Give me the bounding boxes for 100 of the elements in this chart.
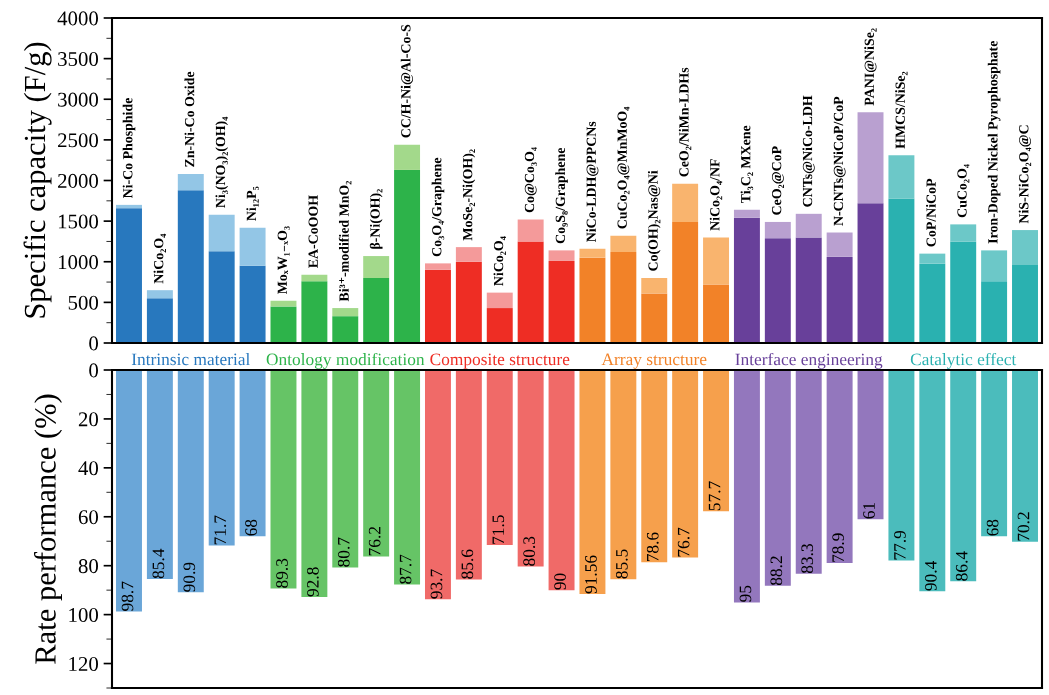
bar [1012, 370, 1038, 542]
bar [208, 251, 235, 343]
bar [239, 227, 266, 266]
y-tick-label: 2500 [58, 133, 99, 148]
bar [548, 260, 575, 343]
data-label: 61 [863, 502, 875, 519]
y-tick-label: 20 [78, 412, 99, 427]
y-tick-label: 0 [89, 336, 99, 351]
bar [517, 219, 544, 242]
bar [332, 370, 359, 568]
bar [981, 370, 1008, 537]
bar [177, 190, 204, 343]
x-tick-label: β-Ni(OH)₂ [369, 189, 383, 249]
data-label: 80.3 [523, 536, 536, 566]
bar [517, 370, 544, 567]
bar [795, 237, 822, 343]
bar [116, 204, 142, 209]
x-tick-label: Ni-Co Phosphide [122, 98, 136, 199]
data-label: 70.2 [1017, 512, 1030, 541]
y-axis-title: Rate performance (%) [33, 394, 62, 664]
x-tick-label: Co(OH)₂Nas@Ni [647, 170, 661, 271]
data-label: 88.2 [770, 556, 783, 586]
data-label: 80.7 [337, 537, 350, 567]
bar [981, 281, 1008, 343]
bar [363, 370, 390, 557]
bar [795, 370, 822, 574]
y-tick-label: 3000 [58, 92, 99, 107]
x-tick-label: Zn-Ni-Co Oxide [184, 71, 195, 167]
bar [610, 235, 637, 252]
bar [826, 232, 853, 257]
bar [764, 238, 791, 343]
bar [517, 241, 544, 343]
data-label: 86.4 [955, 551, 968, 581]
bar [888, 198, 915, 343]
bar [208, 214, 235, 252]
bar [116, 208, 142, 343]
y-tick-label: 1500 [58, 214, 99, 229]
data-label: 90 [554, 573, 566, 590]
y-tick-label: 80 [78, 559, 99, 574]
text: Array structure [601, 353, 707, 369]
x-tick-label: CoP/NiCoP [926, 178, 936, 247]
bar [888, 155, 915, 199]
data-label: 87.7 [399, 554, 412, 584]
y-tick-label: 100 [69, 607, 99, 623]
bar [610, 370, 637, 580]
bar [486, 292, 513, 309]
bar [486, 370, 513, 545]
bar [455, 261, 482, 343]
data-label: 92.8 [307, 567, 319, 597]
bar [363, 278, 390, 343]
bar [239, 265, 266, 343]
bar [208, 370, 235, 546]
x-tick-label: Co₃O₄/Graphene [431, 157, 445, 257]
data-label: 68 [986, 519, 999, 536]
x-tick-label: N-CNTs@NiCoP/CoP [833, 96, 846, 226]
y-tick-label: 40 [78, 461, 99, 476]
y-tick-label: 500 [68, 295, 99, 310]
bar [733, 217, 760, 343]
data-label: 98.7 [121, 581, 134, 611]
x-tick-label: Bi³⁺-modified MnO₂ [338, 180, 352, 302]
bar [579, 370, 606, 594]
bar [950, 241, 977, 343]
y-axis-title: Specific capacity (F/g) [23, 42, 52, 318]
bar [641, 370, 668, 563]
text: Composite structure [430, 353, 570, 369]
bar [424, 370, 451, 600]
data-label: 71.7 [214, 515, 227, 545]
bar [826, 370, 853, 563]
bar [394, 169, 421, 343]
x-tick-label: NiCo₂O₄ [153, 233, 167, 284]
x-tick-label: NiCo-LDH@PPCNs [586, 121, 599, 242]
bar [239, 370, 266, 537]
data-label: 95 [739, 585, 752, 602]
data-label: 78.6 [646, 532, 659, 562]
bar [919, 263, 946, 343]
y-tick-label: 2000 [58, 173, 99, 188]
bar [826, 256, 853, 343]
bar [764, 370, 791, 586]
bar [116, 370, 142, 612]
bar [950, 224, 977, 242]
y-tick-label: 1000 [58, 255, 99, 270]
bar [610, 252, 637, 343]
data-label: 90.9 [183, 562, 196, 592]
bar [394, 144, 421, 170]
bar [424, 269, 451, 343]
bar [455, 247, 482, 262]
x-tick-label: Ni₁₂P₅ [246, 186, 259, 221]
x-tick-label: MoSe₂-Ni(OH)₂ [462, 149, 476, 241]
bar [579, 248, 606, 258]
x-tick-label: NiS-NiCo₂O₄@C [1018, 125, 1032, 224]
x-tick-label: Iron-Doped Nickel Pyrophosphate [987, 41, 1001, 244]
data-label: 77.9 [894, 530, 906, 560]
bar [919, 370, 946, 592]
text: Intrinsic material [131, 353, 250, 366]
data-label: 85.6 [461, 549, 474, 579]
bar [548, 370, 575, 591]
bar [733, 209, 760, 218]
text: Ontology modification [266, 352, 425, 369]
data-label: 89.3 [276, 558, 288, 588]
data-label: 85.5 [615, 549, 628, 579]
